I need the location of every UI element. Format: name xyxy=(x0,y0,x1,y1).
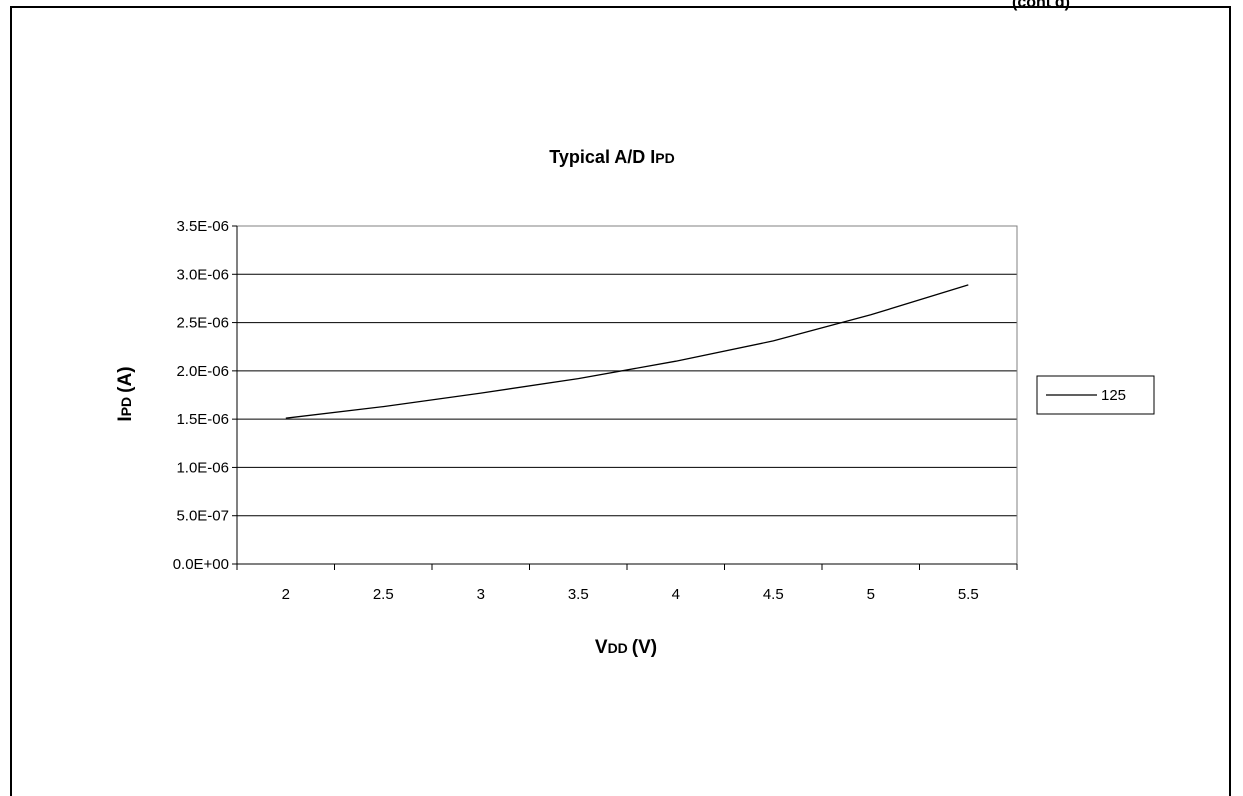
chart-title-main: Typical A/D I xyxy=(549,147,655,167)
y-axis-title-sub: PD xyxy=(118,397,134,416)
clipped-header-text: (cont'd) xyxy=(1012,0,1071,11)
x-tick-label: 3.5 xyxy=(568,586,589,603)
y-tick-label: 1.5E-06 xyxy=(176,411,229,428)
x-axis-title-main: V xyxy=(595,637,608,658)
x-tick-label: 4 xyxy=(672,586,680,603)
y-axis-title: IPD (A) xyxy=(115,366,136,421)
y-tick-label: 2.0E-06 xyxy=(176,363,229,380)
chart-title-sub: PD xyxy=(655,150,674,166)
x-tick-label: 2 xyxy=(282,586,290,603)
y-tick-label: 3.0E-06 xyxy=(176,266,229,283)
series-line-125 xyxy=(285,284,969,419)
y-tick-label: 5.0E-07 xyxy=(176,508,229,525)
legend-label: 125 xyxy=(1101,387,1126,404)
x-axis-title: VDD (V) xyxy=(595,637,657,658)
legend: 125 xyxy=(1036,375,1155,415)
gridlines xyxy=(237,273,1017,517)
chart-title: Typical A/D IPD xyxy=(549,147,674,167)
y-axis-title-unit: (A) xyxy=(115,366,136,392)
x-tick-label: 3 xyxy=(477,586,485,603)
figure-frame: (cont'd) xyxy=(10,0,1231,796)
x-tick-label: 2.5 xyxy=(373,586,394,603)
y-tick-label: 3.5E-06 xyxy=(176,218,229,235)
y-axis-title-main: I xyxy=(115,416,136,421)
y-tick-label: 2.5E-06 xyxy=(176,315,229,332)
x-tick-label: 5.5 xyxy=(958,586,979,603)
plot-area xyxy=(236,225,1018,565)
series-layer xyxy=(285,284,969,419)
x-tick-label: 4.5 xyxy=(763,586,784,603)
y-axis: 0.0E+00 5.0E-07 1.0E-06 1.5E-06 2.0E-06 2.5E-… xyxy=(173,218,238,573)
x-axis: 2 2.5 3 3.5 4 4.5 5 5.5 xyxy=(236,563,1018,603)
y-tick-label: 1.0E-06 xyxy=(176,459,229,476)
x-tick-label: 5 xyxy=(867,586,875,603)
y-tick-label: 0.0E+00 xyxy=(173,556,229,573)
x-axis-title-unit: (V) xyxy=(632,637,657,658)
x-axis-title-sub: DD xyxy=(608,640,628,656)
